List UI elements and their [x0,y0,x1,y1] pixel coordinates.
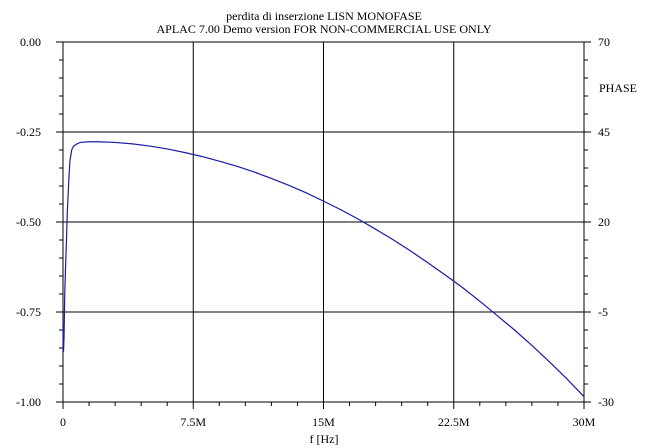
x-tick-label: 30M [573,415,596,429]
y2-tick-label: 20 [598,215,610,229]
y2-tick-label: -30 [598,395,614,409]
chart-subtitle: APLAC 7.00 Demo version FOR NON-COMMERCI… [156,22,491,36]
grid [63,42,584,402]
y-tick-label: -0.75 [16,305,41,319]
x-tick-label: 22.5M [438,415,470,429]
x-tick-label: 7.5M [180,415,206,429]
y-tick-label: -0.50 [16,215,41,229]
series-line [62,141,585,398]
y2-tick-label: -5 [598,305,608,319]
y-tick-label: -1.00 [16,395,41,409]
y-tick-label: -0.25 [16,125,41,139]
chart-title: perdita di inserzione LISN MONOFASE [226,9,422,23]
y2-axis-label: PHASE [599,81,637,95]
axis-ticks: 0.00 -0.25 -0.50 -0.75 -1.00 70 45 20 -5 -30 0 7.5M… [16,35,614,429]
series-layer [62,141,585,398]
x-tick-label: 0 [60,415,66,429]
y2-tick-label: 45 [598,125,610,139]
y-tick-label: 0.00 [20,35,41,49]
y2-tick-label: 70 [598,35,610,49]
x-axis-label: f [Hz] [310,432,339,446]
x-tick-label: 15M [312,415,335,429]
